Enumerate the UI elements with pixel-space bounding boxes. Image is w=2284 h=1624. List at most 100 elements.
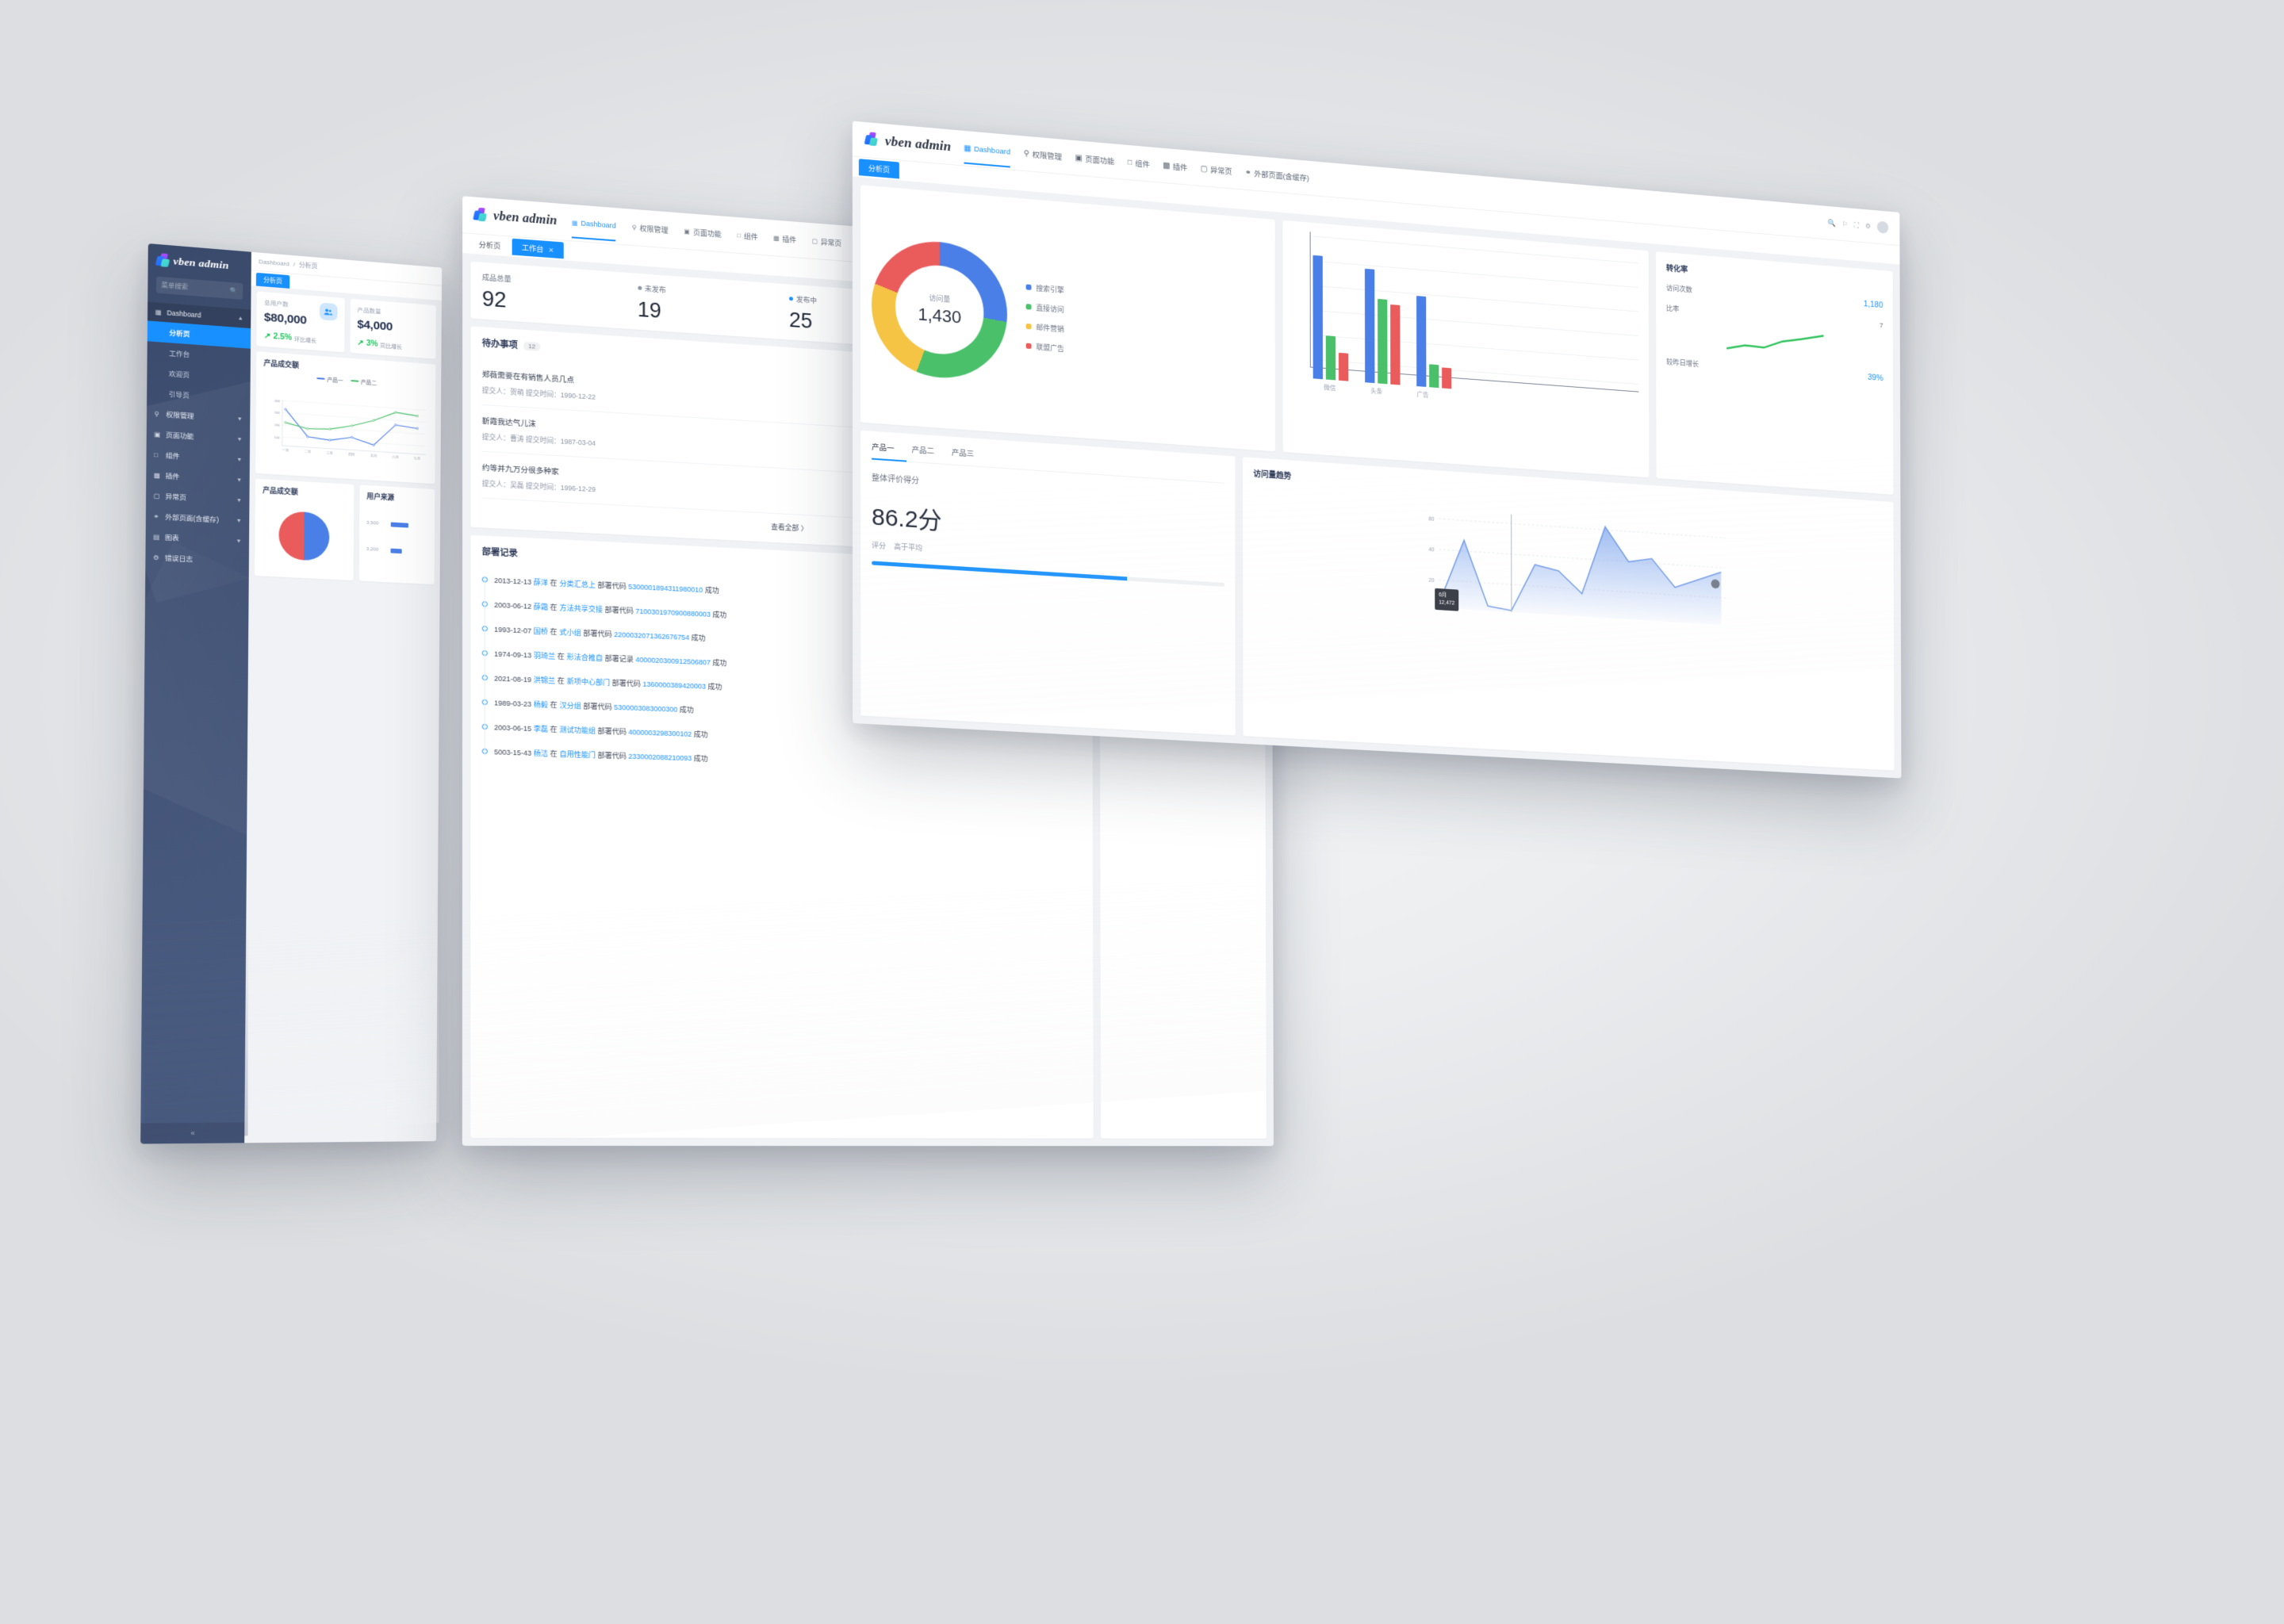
log-date: 2021-08-19 (494, 674, 532, 684)
nav-item-yemiangongneng[interactable]: ▣ 页面功能 (1075, 152, 1114, 167)
legend-item[interactable]: 联盟广告 (1025, 341, 1064, 354)
avatar[interactable] (1876, 220, 1889, 234)
stat-value: $80,000 (263, 310, 307, 327)
sidebar-item-cuowurizhi[interactable]: ⚙ 错误日志 (145, 546, 249, 572)
window-icon: ▣ (684, 227, 690, 236)
log-link[interactable]: 测试功能组 (559, 726, 596, 735)
svg-text:200: 200 (274, 423, 281, 427)
stat-cards: 总用户数 $80,000 ↗ 2.5% 环比增长 (256, 291, 436, 359)
chevron-down-icon: ▼ (236, 518, 242, 524)
log-link[interactable]: 自用性能门 (559, 749, 596, 760)
legend-item[interactable]: 直接访问 (1025, 301, 1064, 315)
log-user[interactable]: 薛洋 (533, 578, 549, 588)
sidebar-collapse-button[interactable]: « (140, 1122, 245, 1144)
nav-item-chajian[interactable]: ▩ 插件 (1163, 159, 1187, 173)
log-date: 1993-12-07 (494, 625, 532, 635)
component-icon: □ (1127, 158, 1132, 167)
plugin-icon: ▩ (1163, 160, 1170, 170)
axis-tick: 广告 (1416, 390, 1429, 399)
search-icon[interactable]: 🔍 (1827, 218, 1836, 227)
gear-icon[interactable]: ⚙ (1864, 221, 1871, 230)
donut-chart: 访问量 1,430 搜索引擎 直接访问 邮件营销 联盟广告 (871, 195, 1265, 441)
nav-item-yichangye[interactable]: ▢ 异常页 (1200, 163, 1232, 177)
logo[interactable]: vben admin (864, 131, 951, 155)
log-code: 2330002088210093 (628, 752, 692, 763)
log-status: 成功 (679, 705, 694, 714)
tab-fenxiye[interactable]: 分析页 (478, 240, 501, 251)
log-user[interactable]: 杨洁 (533, 749, 549, 758)
axis-tick: 微信 (1324, 384, 1336, 393)
log-user[interactable]: 杨毅 (533, 700, 549, 709)
nav-item-zujian[interactable]: □ 组件 (1128, 157, 1150, 170)
log-user[interactable]: 洪锦兰 (533, 676, 556, 685)
bell-icon[interactable]: ⚐ (1841, 220, 1849, 228)
tab-product-3[interactable]: 产品三 (951, 448, 975, 459)
nav-item-dashboard[interactable]: ▦ Dashboard (964, 144, 1010, 156)
legend-label: 联盟广告 (1036, 343, 1064, 354)
sidebar-item-label: 页面功能 (166, 431, 194, 441)
legend-label: 直接访问 (1036, 304, 1064, 314)
logo[interactable]: vben admin (148, 243, 251, 281)
nav-item-zujian[interactable]: □ 组件 (737, 230, 757, 242)
brand-name: vben admin (493, 209, 558, 228)
status-dot (637, 285, 642, 290)
nav-item-quanxianguanli[interactable]: ⚲ 权限管理 (1024, 147, 1062, 162)
score-card: 产品一 产品二 产品三 整体评价得分 86.2分 评分 高于平均 (860, 430, 1236, 736)
log-link[interactable]: 新项中心部门 (566, 677, 611, 688)
nav-item-yemiangongneng[interactable]: ▣ 页面功能 (684, 226, 721, 239)
log-code: 4000020300912506807 (635, 655, 711, 667)
breadcrumb-root[interactable]: Dashboard (259, 258, 289, 268)
stat-label: 总用户数 (264, 299, 289, 308)
panel-analysis-small: vben admin 菜单搜索 🔍 ▦ Dashboard ▲ 分析页 工作台 … (140, 243, 443, 1144)
card-title: 用户来源 (366, 492, 395, 502)
bar-card: 微信 头条 广告 (1282, 220, 1650, 478)
nav-label: 权限管理 (1032, 151, 1062, 163)
log-link[interactable]: 式小组 (559, 628, 581, 638)
analysis-body: 访问量 1,430 搜索引擎 直接访问 邮件营销 联盟广告 (853, 176, 1902, 778)
tab-fenxiye[interactable]: 分析页 (858, 159, 899, 179)
stat-trend-label: 同比增长 (380, 343, 402, 350)
log-link[interactable]: 方法共享交接 (559, 603, 603, 614)
svg-text:400: 400 (274, 399, 281, 404)
tab-product-1[interactable]: 产品一 (872, 441, 895, 454)
area-chart: 80 40 20 6月 12,472 (1254, 489, 1884, 644)
nav-item-waibuyemian[interactable]: ⚭外部页面(含缓存) (1245, 167, 1309, 183)
nav-item-dashboard[interactable]: ▦ Dashboard (572, 219, 616, 230)
log-user[interactable]: 薛霜 (533, 603, 549, 611)
svg-text:100: 100 (274, 435, 281, 440)
log-status: 成功 (712, 611, 727, 619)
line-chart: 400 300 200 100 (263, 380, 428, 477)
log-link[interactable]: 形法合推自 (566, 653, 603, 663)
window-analysis: vben admin 菜单搜索 🔍 ▦ Dashboard ▲ 分析页 工作台 … (140, 243, 443, 1144)
log-user[interactable]: 羽琦兰 (533, 651, 556, 661)
donut-ring: 访问量 1,430 (871, 236, 1008, 383)
bottom-cards: 产品成交额 用户来源 3,500 3,200 (255, 478, 435, 585)
nav-item-yichangye[interactable]: ▢ 异常页 (812, 236, 841, 247)
chevron-down-icon: ▼ (236, 436, 243, 442)
logo[interactable]: vben admin (473, 207, 558, 229)
warning-icon: ▢ (811, 237, 818, 245)
tab-product-2[interactable]: 产品二 (911, 446, 935, 457)
legend-item[interactable]: 搜索引擎 (1025, 282, 1064, 295)
legend-item[interactable]: 邮件营销 (1025, 321, 1064, 335)
log-link[interactable]: 汉分组 (559, 701, 581, 710)
fullscreen-icon[interactable]: ⛶ (1854, 220, 1859, 229)
tab-gongzuotai[interactable]: 工作台 ✕ (512, 238, 564, 259)
nav-item-quanxianguanli[interactable]: ⚲ 权限管理 (632, 222, 669, 235)
legend-label: 产品二 (360, 379, 377, 387)
nav-item-chajian[interactable]: ▩ 插件 (773, 232, 796, 244)
search-input[interactable]: 菜单搜索 🔍 (155, 276, 243, 300)
log-user[interactable]: 李磊 (533, 725, 549, 733)
svg-text:六月: 六月 (392, 454, 398, 459)
key-icon: ⚲ (154, 409, 159, 418)
area-card: 访问量趋势 (1243, 457, 1895, 771)
log-code: 5300001894311980010 (628, 582, 703, 594)
component-icon: □ (737, 231, 742, 239)
log-user[interactable]: 国桥 (533, 626, 549, 636)
chart-icon: ▤ (153, 533, 160, 541)
log-link[interactable]: 分类汇总上 (559, 579, 596, 589)
log-status: 成功 (691, 634, 706, 642)
svg-text:五月: 五月 (370, 454, 377, 458)
svg-text:三月: 三月 (326, 451, 332, 456)
close-icon[interactable]: ✕ (548, 247, 554, 255)
